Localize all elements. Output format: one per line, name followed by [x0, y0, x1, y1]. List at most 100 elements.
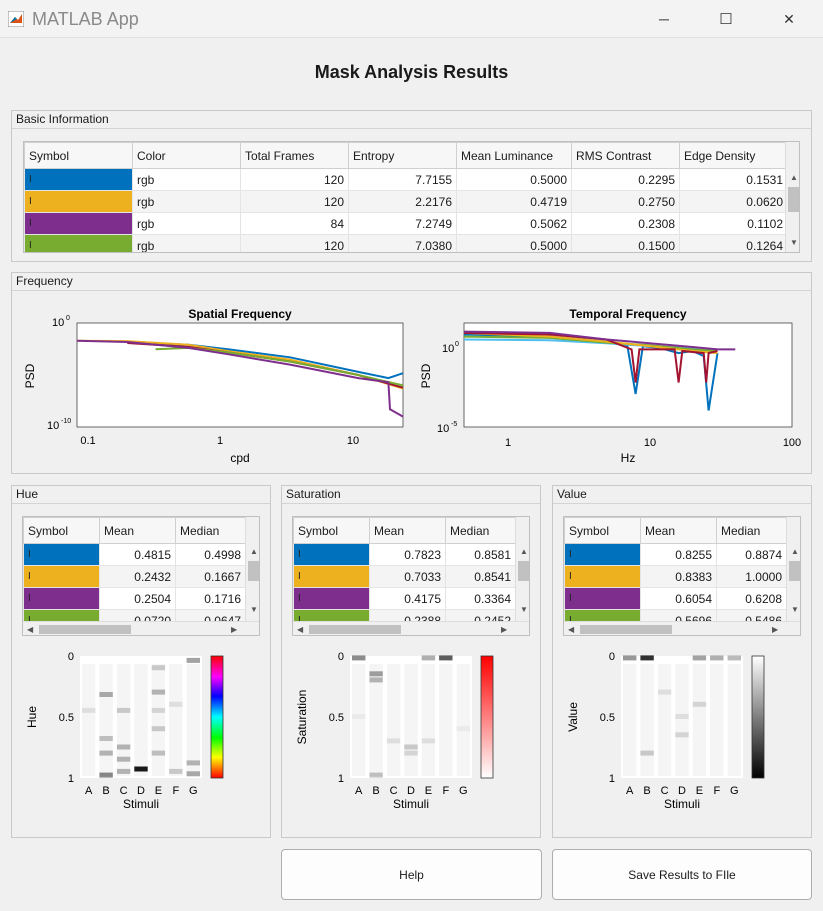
horizontal-scrollbar[interactable]: ◀ ▶: [23, 621, 259, 635]
table-cell-mean[interactable]: 0.7033: [369, 565, 446, 588]
table-cell-frames[interactable]: 84: [240, 212, 349, 235]
table-cell-rms[interactable]: 0.1500: [571, 234, 680, 252]
column-header[interactable]: Mean: [99, 517, 176, 544]
table-cell-symbol[interactable]: I: [23, 587, 100, 610]
scroll-down-icon[interactable]: ▼: [250, 605, 258, 614]
table-cell-mean[interactable]: 0.8255: [640, 543, 717, 566]
table-cell-mean[interactable]: 0.2504: [99, 587, 176, 610]
table-cell-symbol[interactable]: I: [564, 543, 641, 566]
table-cell-symbol[interactable]: I: [24, 168, 133, 191]
table-cell-edge[interactable]: 0.1531: [679, 168, 788, 191]
table-cell-color[interactable]: rgb: [132, 190, 241, 213]
help-button[interactable]: Help: [281, 849, 542, 900]
table-cell-rms[interactable]: 0.2308: [571, 212, 680, 235]
scroll-up-icon[interactable]: ▲: [250, 547, 258, 556]
table-cell-edge[interactable]: 0.0620: [679, 190, 788, 213]
table-cell-entropy[interactable]: 7.7155: [348, 168, 457, 191]
scroll-left-icon[interactable]: ◀: [568, 625, 575, 634]
table-cell-frames[interactable]: 120: [240, 190, 349, 213]
table-cell-rms[interactable]: 0.2295: [571, 168, 680, 191]
table-cell-symbol[interactable]: I: [24, 190, 133, 213]
table-cell-frames[interactable]: 120: [240, 234, 349, 252]
table-row[interactable]: I 0.6054 0.6208: [564, 587, 787, 610]
table-cell-lum[interactable]: 0.5062: [456, 212, 572, 235]
table-cell-mean[interactable]: 0.6054: [640, 587, 717, 610]
table-cell-frames[interactable]: 120: [240, 168, 349, 191]
table-cell-median[interactable]: 0.1667: [175, 565, 246, 588]
table-cell-mean[interactable]: 0.2432: [99, 565, 176, 588]
column-header[interactable]: Edge Density: [679, 142, 788, 169]
column-header[interactable]: Mean: [369, 517, 446, 544]
hue-stats-table[interactable]: Symbol Mean Median I 0.4815 0.4998 I 0.2432 0.16…: [22, 516, 260, 636]
table-cell-median[interactable]: 0.8541: [445, 565, 516, 588]
vertical-scrollbar[interactable]: ▲ ▼: [786, 517, 800, 621]
table-cell-color[interactable]: rgb: [132, 168, 241, 191]
table-cell-lum[interactable]: 0.5000: [456, 234, 572, 252]
scrollbar-thumb[interactable]: [39, 625, 131, 634]
scroll-right-icon[interactable]: ▶: [501, 625, 508, 634]
table-cell-median[interactable]: 0.6208: [716, 587, 787, 610]
table-cell-edge[interactable]: 0.1102: [679, 212, 788, 235]
table-cell-median[interactable]: 0.4998: [175, 543, 246, 566]
table-cell-symbol[interactable]: I: [293, 565, 370, 588]
table-row[interactable]: I 0.2504 0.1716: [23, 587, 246, 610]
table-row[interactable]: I 0.2432 0.1667: [23, 565, 246, 588]
scroll-down-icon[interactable]: ▼: [791, 605, 799, 614]
column-header[interactable]: Symbol: [564, 517, 641, 544]
vertical-scrollbar[interactable]: ▲ ▼: [785, 142, 799, 252]
scroll-down-icon[interactable]: ▼: [790, 238, 798, 247]
table-cell-symbol[interactable]: I: [293, 543, 370, 566]
table-cell-symbol[interactable]: I: [23, 565, 100, 588]
scroll-left-icon[interactable]: ◀: [27, 625, 34, 634]
scrollbar-thumb[interactable]: [580, 625, 672, 634]
table-cell-color[interactable]: rgb: [132, 234, 241, 252]
saturation-stats-table[interactable]: Symbol Mean Median I 0.7823 0.8581 I 0.7033 0.85…: [292, 516, 530, 636]
table-row[interactable]: I 0.7033 0.8541: [293, 565, 516, 588]
table-cell-lum[interactable]: 0.4719: [456, 190, 572, 213]
table-cell-mean[interactable]: 0.4175: [369, 587, 446, 610]
scrollbar-thumb[interactable]: [309, 625, 401, 634]
column-header[interactable]: Entropy: [348, 142, 457, 169]
basic-info-table[interactable]: Symbol Color Total Frames Entropy Mean Lumin…: [23, 141, 800, 253]
table-cell-symbol[interactable]: I: [564, 565, 641, 588]
scrollbar-thumb[interactable]: [788, 187, 799, 212]
table-row[interactable]: I 0.4815 0.4998: [23, 543, 246, 566]
column-header[interactable]: Median: [175, 517, 246, 544]
scroll-up-icon[interactable]: ▲: [520, 547, 528, 556]
column-header[interactable]: Median: [445, 517, 516, 544]
vertical-scrollbar[interactable]: ▲ ▼: [515, 517, 529, 621]
column-header[interactable]: Median: [716, 517, 787, 544]
scroll-down-icon[interactable]: ▼: [520, 605, 528, 614]
column-header[interactable]: Symbol: [24, 142, 133, 169]
scrollbar-thumb[interactable]: [789, 561, 800, 581]
table-cell-symbol[interactable]: I: [24, 212, 133, 235]
column-header[interactable]: Symbol: [293, 517, 370, 544]
table-cell-symbol[interactable]: I: [23, 543, 100, 566]
scroll-up-icon[interactable]: ▲: [791, 547, 799, 556]
table-cell-edge[interactable]: 0.1264: [679, 234, 788, 252]
table-cell-median[interactable]: 0.3364: [445, 587, 516, 610]
scroll-up-icon[interactable]: ▲: [790, 173, 798, 182]
column-header[interactable]: Mean Luminance: [456, 142, 572, 169]
table-cell-lum[interactable]: 0.5000: [456, 168, 572, 191]
table-cell-median[interactable]: 0.1716: [175, 587, 246, 610]
table-cell-entropy[interactable]: 7.0380: [348, 234, 457, 252]
vertical-scrollbar[interactable]: ▲ ▼: [245, 517, 259, 621]
minimize-button[interactable]: ─: [641, 0, 687, 38]
table-row[interactable]: I 0.7823 0.8581: [293, 543, 516, 566]
horizontal-scrollbar[interactable]: ◀ ▶: [293, 621, 529, 635]
column-header[interactable]: Color: [132, 142, 241, 169]
table-row[interactable]: I 0.4175 0.3364: [293, 587, 516, 610]
table-cell-color[interactable]: rgb: [132, 212, 241, 235]
table-cell-rms[interactable]: 0.2750: [571, 190, 680, 213]
column-header[interactable]: Total Frames: [240, 142, 349, 169]
table-cell-mean[interactable]: 0.4815: [99, 543, 176, 566]
table-cell-mean[interactable]: 0.8383: [640, 565, 717, 588]
scroll-left-icon[interactable]: ◀: [297, 625, 304, 634]
table-row[interactable]: I 0.8255 0.8874: [564, 543, 787, 566]
column-header[interactable]: Mean: [640, 517, 717, 544]
scroll-right-icon[interactable]: ▶: [231, 625, 238, 634]
maximize-button[interactable]: ☐: [703, 0, 749, 38]
